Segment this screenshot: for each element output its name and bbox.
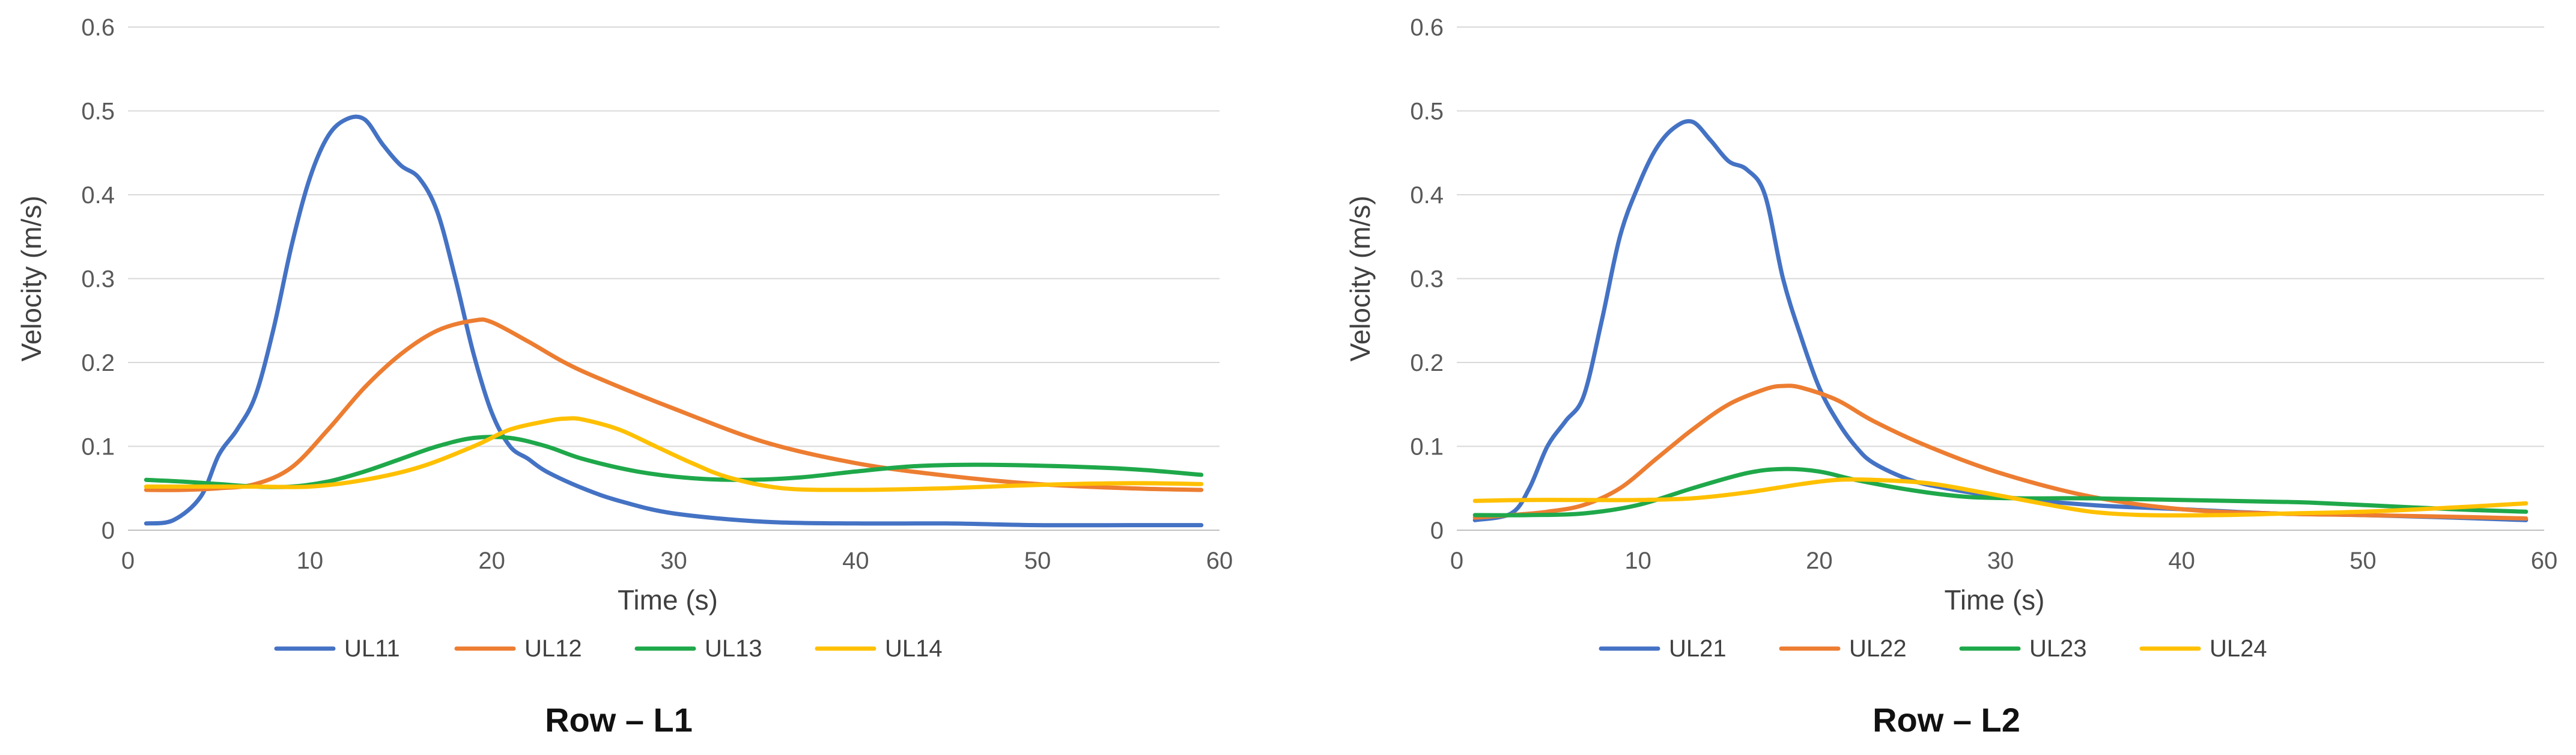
y-tick-label: 0.3 <box>1410 266 1444 293</box>
chart-caption: Row – L2 <box>1873 701 2020 739</box>
x-tick-label: 60 <box>1206 548 1233 574</box>
y-tick-label: 0.6 <box>1410 14 1444 41</box>
x-tick-label: 10 <box>1624 548 1651 574</box>
y-tick-label: 0.6 <box>81 14 115 41</box>
x-axis-title: Time (s) <box>618 584 718 616</box>
legend-label: UL13 <box>705 635 762 662</box>
series-line-ul21 <box>1472 119 2529 522</box>
series-line-ul14 <box>144 416 1204 492</box>
series-line-ul13 <box>144 435 1204 489</box>
x-tick-label: 20 <box>1806 548 1833 574</box>
y-axis-title: Velocity (m/s) <box>16 195 47 361</box>
y-tick-label: 0.5 <box>81 99 115 125</box>
legend-label: UL11 <box>344 635 400 662</box>
x-tick-label: 40 <box>842 548 869 574</box>
y-tick-label: 0.2 <box>81 350 115 376</box>
x-tick-label: 0 <box>121 548 135 574</box>
chart-panel-row-l2: 0 0.1 0.2 0.3 0.4 0.5 0.6 0 10 20 30 40 50 60 Time (s)… <box>1344 14 2557 739</box>
y-tick-label: 0.4 <box>1410 182 1444 209</box>
y-tick-label: 0.3 <box>81 266 115 293</box>
y-tick-label: 0.2 <box>1410 350 1444 376</box>
x-tick-label: 30 <box>1987 548 2014 574</box>
x-axis-title: Time (s) <box>1945 584 2045 616</box>
y-tick-label: 0.1 <box>81 434 115 460</box>
y-tick-label: 0 <box>1430 518 1444 544</box>
y-tick-label: 0.5 <box>1410 99 1444 125</box>
legend-label: UL21 <box>1669 635 1727 662</box>
y-tick-label: 0.1 <box>1410 434 1444 460</box>
x-tick-label: 50 <box>1024 548 1051 574</box>
y-tick-label: 0.4 <box>81 182 115 209</box>
x-tick-label: 10 <box>297 548 324 574</box>
x-tick-label: 20 <box>478 548 505 574</box>
legend-label: UL24 <box>2210 635 2267 662</box>
y-tick-label: 0 <box>102 518 115 544</box>
x-tick-label: 60 <box>2531 548 2558 574</box>
y-axis-title: Velocity (m/s) <box>1344 195 1376 361</box>
legend-label: UL22 <box>1849 635 1907 662</box>
x-tick-label: 50 <box>2350 548 2377 574</box>
series-line-ul24 <box>1472 477 2529 518</box>
legend-label: UL14 <box>885 635 943 662</box>
x-tick-label: 0 <box>1450 548 1463 574</box>
legend-label: UL23 <box>2029 635 2087 662</box>
x-tick-label: 30 <box>660 548 687 574</box>
series-line-ul12 <box>144 317 1204 492</box>
chart-panel-row-l1: 0 0.1 0.2 0.3 0.4 0.5 0.6 0 10 20 30 40 50 60 Time (s)… <box>16 14 1233 739</box>
chart-caption: Row – L1 <box>545 701 693 739</box>
series-line-ul11 <box>144 114 1204 528</box>
legend-label: UL12 <box>524 635 582 662</box>
x-tick-label: 40 <box>2168 548 2195 574</box>
series-line-ul23 <box>1472 466 2529 518</box>
